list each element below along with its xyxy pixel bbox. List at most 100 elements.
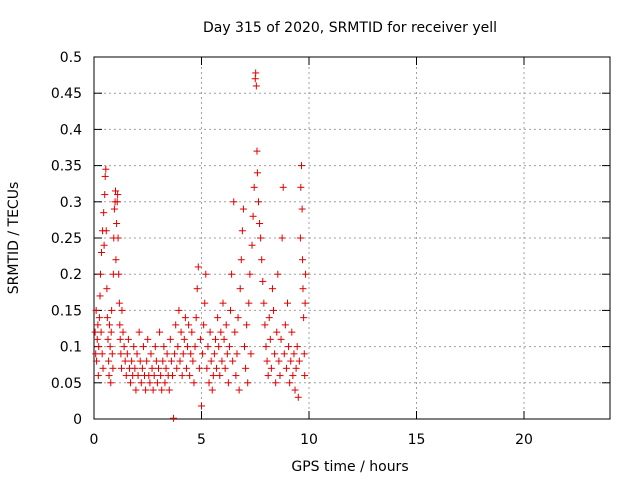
data-point — [211, 335, 219, 343]
data-point — [93, 357, 101, 365]
data-point — [193, 285, 201, 293]
data-point — [289, 372, 297, 380]
data-point — [131, 364, 139, 372]
data-point — [157, 372, 165, 380]
data-point — [138, 364, 146, 372]
data-point — [225, 343, 233, 351]
data-point — [163, 350, 171, 358]
data-point — [239, 205, 247, 213]
data-point — [196, 335, 204, 343]
data-point — [135, 328, 143, 336]
data-point — [266, 335, 274, 343]
data-point — [250, 183, 258, 191]
data-point — [301, 372, 309, 380]
data-point — [156, 328, 164, 336]
data-point — [200, 321, 208, 329]
data-point — [294, 393, 302, 401]
data-point — [285, 343, 293, 351]
data-point — [227, 306, 235, 314]
data-point — [297, 183, 305, 191]
x-tick-label: 20 — [515, 432, 533, 448]
data-point — [217, 328, 225, 336]
data-point — [230, 198, 238, 206]
data-point — [191, 343, 199, 351]
data-point — [192, 314, 200, 322]
data-point — [276, 372, 284, 380]
data-point — [165, 386, 173, 394]
data-point — [287, 357, 295, 365]
data-point — [159, 357, 167, 365]
data-point — [221, 364, 229, 372]
data-point — [166, 335, 174, 343]
data-point — [92, 350, 100, 358]
data-point — [189, 357, 197, 365]
data-point — [161, 379, 169, 387]
data-point — [102, 165, 110, 173]
data-point — [106, 343, 114, 351]
data-point — [201, 299, 209, 307]
y-tick-label: 0.05 — [51, 376, 82, 392]
data-point — [93, 335, 101, 343]
data-point — [241, 343, 248, 351]
data-point — [158, 386, 166, 394]
data-point — [296, 234, 304, 242]
data-point — [139, 343, 147, 351]
data-point — [184, 343, 192, 351]
data-point — [277, 335, 285, 343]
data-point — [114, 191, 122, 199]
data-point — [301, 299, 309, 307]
data-point — [208, 386, 216, 394]
data-point — [278, 234, 286, 242]
data-point — [245, 299, 253, 307]
data-point — [104, 335, 112, 343]
data-point — [252, 82, 260, 90]
data-point — [120, 343, 128, 351]
data-point — [181, 314, 189, 322]
data-points — [91, 69, 310, 422]
data-point — [107, 379, 115, 387]
data-point — [124, 335, 132, 343]
data-point — [108, 306, 116, 314]
y-tick-label: 0.4 — [60, 122, 82, 138]
data-point — [174, 343, 182, 351]
data-point — [299, 256, 307, 264]
data-point — [243, 321, 251, 329]
data-point — [274, 270, 282, 278]
data-point — [96, 292, 104, 300]
data-point — [299, 285, 307, 293]
data-point — [244, 379, 252, 387]
data-point — [115, 270, 123, 278]
data-point — [130, 343, 138, 351]
data-point — [105, 357, 113, 365]
data-point — [122, 372, 130, 380]
data-point — [168, 372, 176, 380]
data-point — [232, 372, 240, 380]
data-point — [220, 335, 228, 343]
data-point — [155, 364, 162, 372]
data-point — [121, 357, 129, 365]
data-point — [253, 169, 261, 177]
data-point — [137, 379, 145, 387]
data-point — [107, 328, 115, 336]
x-tick-label: 10 — [300, 432, 318, 448]
data-point — [194, 263, 202, 271]
y-tick-label: 0 — [73, 412, 82, 428]
data-point — [267, 364, 275, 372]
data-point — [187, 350, 195, 358]
data-point — [98, 350, 106, 358]
data-point — [177, 328, 185, 336]
data-point — [205, 379, 213, 387]
data-point — [103, 314, 111, 322]
data-point — [127, 379, 135, 387]
data-point — [152, 357, 160, 365]
data-point — [215, 343, 223, 351]
x-tick-label: 5 — [197, 432, 206, 448]
data-point — [134, 372, 142, 380]
data-point — [113, 198, 121, 206]
data-point — [172, 321, 180, 329]
data-point — [275, 357, 283, 365]
data-point — [150, 372, 158, 380]
data-point — [223, 350, 231, 358]
